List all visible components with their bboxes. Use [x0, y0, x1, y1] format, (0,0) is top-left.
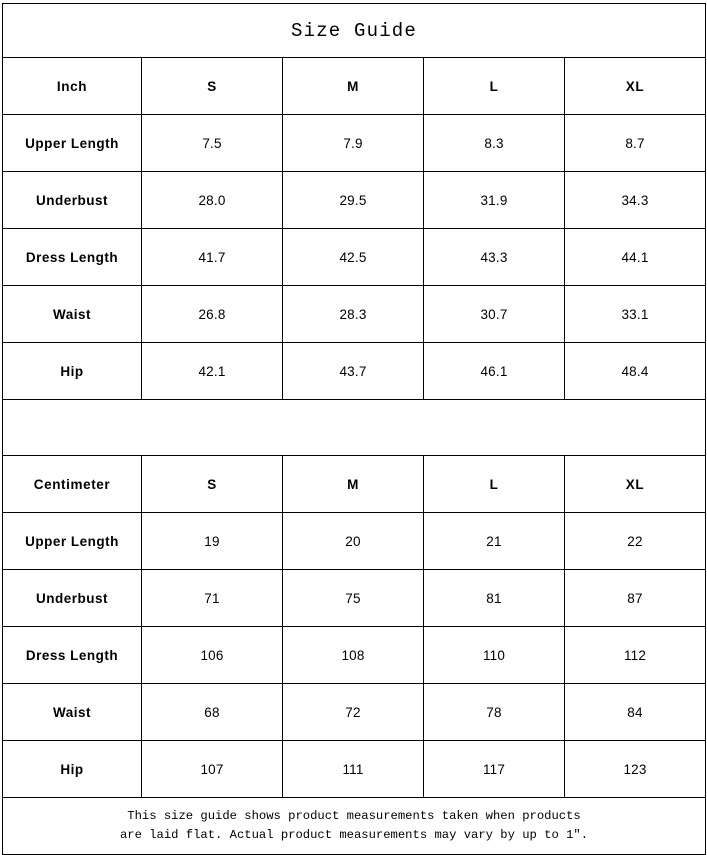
cell-hip-cm-xl: 123	[564, 740, 706, 798]
row-label-upper-length-inch: Upper Length	[2, 114, 142, 172]
cell-underbust-cm-l: 81	[423, 569, 565, 627]
cell-dress-length-inch-m: 42.5	[282, 228, 424, 286]
column-header-l: L	[423, 57, 565, 115]
cell-underbust-inch-s: 28.0	[141, 171, 283, 229]
table-row: Underbust 71 75 81 87	[2, 569, 706, 627]
section-spacer	[2, 399, 706, 456]
cell-waist-cm-s: 68	[141, 683, 283, 741]
cell-waist-inch-xl: 33.1	[564, 285, 706, 343]
cell-dress-length-inch-s: 41.7	[141, 228, 283, 286]
footer-note-line-1: This size guide shows product measuremen…	[127, 809, 581, 823]
table-row: Upper Length 7.5 7.9 8.3 8.7	[2, 114, 706, 172]
cell-hip-inch-xl: 48.4	[564, 342, 706, 400]
cell-waist-cm-xl: 84	[564, 683, 706, 741]
cell-underbust-inch-m: 29.5	[282, 171, 424, 229]
cell-waist-inch-l: 30.7	[423, 285, 565, 343]
footer-note: This size guide shows product measuremen…	[2, 797, 706, 855]
cell-waist-cm-l: 78	[423, 683, 565, 741]
cell-dress-length-cm-l: 110	[423, 626, 565, 684]
cell-underbust-inch-xl: 34.3	[564, 171, 706, 229]
footer-note-line-2: are laid flat. Actual product measuremen…	[119, 828, 589, 842]
row-label-dress-length-cm: Dress Length	[2, 626, 142, 684]
cell-dress-length-cm-xl: 112	[564, 626, 706, 684]
cell-waist-inch-m: 28.3	[282, 285, 424, 343]
table-row: Upper Length 19 20 21 22	[2, 512, 706, 570]
row-label-underbust-cm: Underbust	[2, 569, 142, 627]
table-row: Waist 68 72 78 84	[2, 683, 706, 741]
cell-hip-cm-l: 117	[423, 740, 565, 798]
unit-label-inch: Inch	[2, 57, 142, 115]
row-label-hip-cm: Hip	[2, 740, 142, 798]
size-guide-table-body: Size Guide Inch S M L XL Upper Length 7.…	[2, 3, 706, 855]
cell-hip-inch-s: 42.1	[141, 342, 283, 400]
table-row: Dress Length 106 108 110 112	[2, 626, 706, 684]
table-row: Underbust 28.0 29.5 31.9 34.3	[2, 171, 706, 229]
table-row: Hip 42.1 43.7 46.1 48.4	[2, 342, 706, 400]
cell-underbust-inch-l: 31.9	[423, 171, 565, 229]
cell-hip-cm-m: 111	[282, 740, 424, 798]
table-row: Dress Length 41.7 42.5 43.3 44.1	[2, 228, 706, 286]
cell-upper-length-cm-m: 20	[282, 512, 424, 570]
cell-upper-length-inch-s: 7.5	[141, 114, 283, 172]
row-label-hip-inch: Hip	[2, 342, 142, 400]
cell-hip-cm-s: 107	[141, 740, 283, 798]
cell-hip-inch-l: 46.1	[423, 342, 565, 400]
cell-upper-length-cm-l: 21	[423, 512, 565, 570]
cell-upper-length-cm-s: 19	[141, 512, 283, 570]
cell-dress-length-inch-xl: 44.1	[564, 228, 706, 286]
unit-label-centimeter: Centimeter	[2, 455, 142, 513]
cell-underbust-cm-s: 71	[141, 569, 283, 627]
column-header-m: M	[282, 57, 424, 115]
title-row: Size Guide	[2, 3, 706, 58]
page-title: Size Guide	[2, 3, 706, 58]
column-header-cm-s: S	[141, 455, 283, 513]
table-row: Hip 107 111 117 123	[2, 740, 706, 798]
column-header-cm-l: L	[423, 455, 565, 513]
cell-hip-inch-m: 43.7	[282, 342, 424, 400]
column-header-s: S	[141, 57, 283, 115]
row-label-upper-length-cm: Upper Length	[2, 512, 142, 570]
cell-waist-cm-m: 72	[282, 683, 424, 741]
header-row-inch: Inch S M L XL	[2, 57, 706, 115]
section-spacer-row	[2, 399, 706, 456]
row-label-dress-length-inch: Dress Length	[2, 228, 142, 286]
header-row-centimeter: Centimeter S M L XL	[2, 455, 706, 513]
cell-underbust-cm-m: 75	[282, 569, 424, 627]
column-header-cm-xl: XL	[564, 455, 706, 513]
cell-upper-length-inch-l: 8.3	[423, 114, 565, 172]
cell-waist-inch-s: 26.8	[141, 285, 283, 343]
cell-upper-length-inch-m: 7.9	[282, 114, 424, 172]
cell-upper-length-cm-xl: 22	[564, 512, 706, 570]
cell-underbust-cm-xl: 87	[564, 569, 706, 627]
cell-upper-length-inch-xl: 8.7	[564, 114, 706, 172]
cell-dress-length-cm-m: 108	[282, 626, 424, 684]
column-header-cm-m: M	[282, 455, 424, 513]
size-guide-table: Size Guide Inch S M L XL Upper Length 7.…	[2, 3, 706, 855]
row-label-underbust-inch: Underbust	[2, 171, 142, 229]
column-header-xl: XL	[564, 57, 706, 115]
cell-dress-length-inch-l: 43.3	[423, 228, 565, 286]
row-label-waist-inch: Waist	[2, 285, 142, 343]
table-row: Waist 26.8 28.3 30.7 33.1	[2, 285, 706, 343]
row-label-waist-cm: Waist	[2, 683, 142, 741]
footer-row: This size guide shows product measuremen…	[2, 797, 706, 855]
cell-dress-length-cm-s: 106	[141, 626, 283, 684]
